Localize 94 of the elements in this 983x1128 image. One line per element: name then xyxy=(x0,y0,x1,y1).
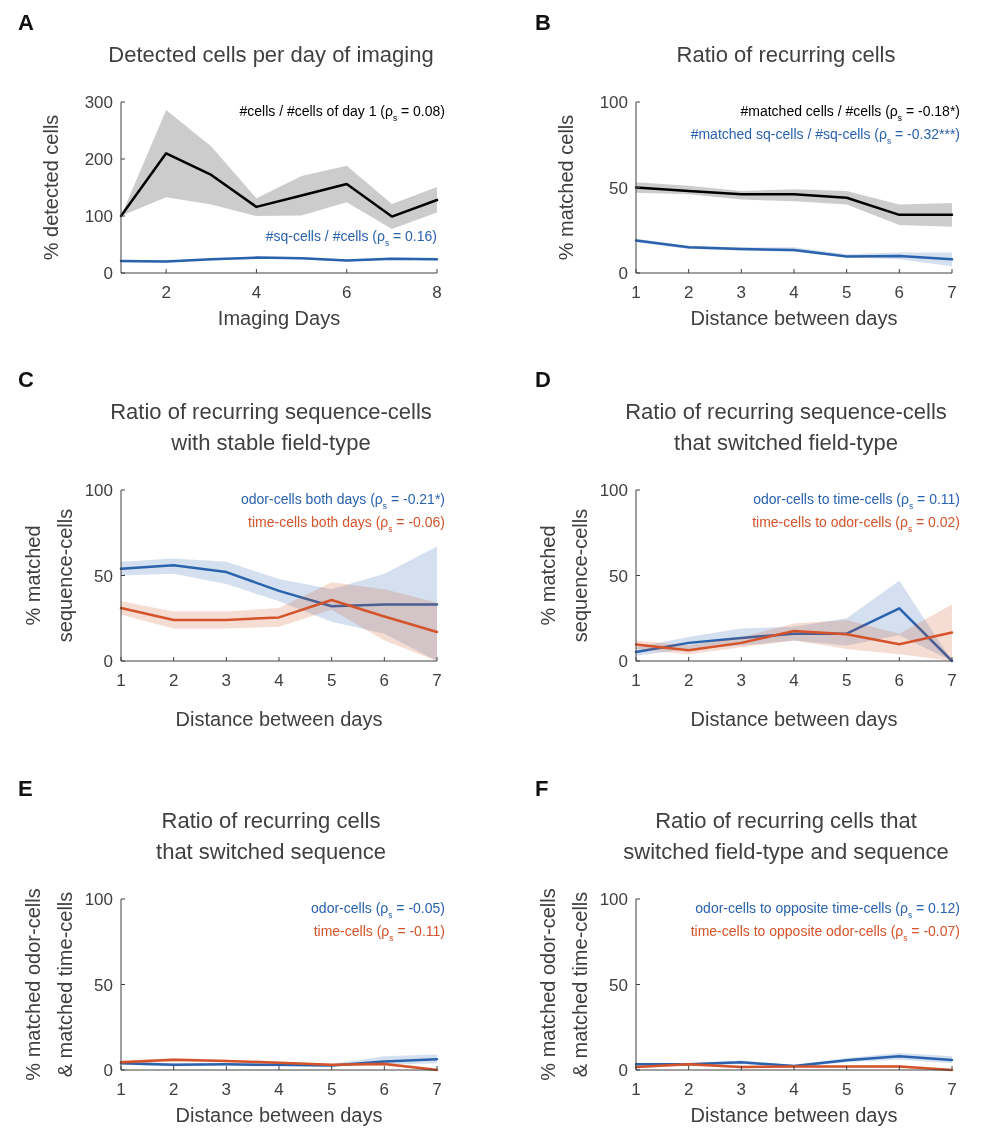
x-axis-title: Distance between days xyxy=(175,708,383,730)
text: #cells / #cells of day 1 (ρ$_{s}$ = 0.08) xyxy=(239,103,445,123)
y-tick-label: 50 xyxy=(609,178,628,198)
y-tick-label: 0 xyxy=(103,264,113,283)
x-tick-label: 4 xyxy=(274,1080,284,1099)
x-tick-label: 7 xyxy=(947,1080,957,1099)
x-tick-label: 2 xyxy=(168,671,179,690)
x-tick-label: 1 xyxy=(631,283,641,302)
y-axis-title: % matched odor-cells & matched time-cells xyxy=(22,888,76,1081)
text: C xyxy=(18,367,34,392)
x-tick-label: 6 xyxy=(894,283,905,302)
x-tick-label: 7 xyxy=(432,1080,442,1099)
chart-title: Ratio of recurring sequence-cells with stable field-type xyxy=(110,399,432,455)
text: time-cells to opposite odor-cells (ρ$_{s}$ = -0.07) xyxy=(690,923,960,943)
y-axis-title: % matched odor-cells & matched time-cells xyxy=(537,888,591,1081)
x-axis-title: Distance between days xyxy=(690,307,898,329)
text: A xyxy=(18,10,34,35)
x-tick-label: 5 xyxy=(326,671,337,690)
x-tick-label: 7 xyxy=(432,671,442,690)
y-axis-title: % matched cells xyxy=(555,114,577,261)
y-tick-label: 0 xyxy=(103,652,113,671)
y-tick-label: 300 xyxy=(84,93,113,112)
y-tick-label: 100 xyxy=(84,890,113,909)
y-tick-label: 50 xyxy=(609,975,628,995)
x-tick-label: 6 xyxy=(894,671,905,690)
x-tick-label: 2 xyxy=(683,671,694,690)
series-label: #sq-cells / #cells (ρ$_{s}$ = 0.16) xyxy=(265,228,437,249)
x-tick-label: 6 xyxy=(894,1080,905,1099)
x-tick-label: 6 xyxy=(379,1080,390,1099)
y-tick-label: 50 xyxy=(609,566,628,586)
text: D xyxy=(535,367,551,392)
x-axis-title: Distance between days xyxy=(690,708,898,730)
x-tick-label: 3 xyxy=(736,1080,747,1099)
x-tick-label: 1 xyxy=(116,671,126,690)
text: E xyxy=(18,776,33,801)
x-tick-label: 1 xyxy=(631,1080,641,1099)
y-tick-label: 100 xyxy=(84,481,113,500)
chart-title: Ratio of recurring cells xyxy=(676,42,896,67)
y-tick-label: 100 xyxy=(84,207,113,226)
x-tick-label: 4 xyxy=(789,671,799,690)
text: time-cells both days (ρ$_{s}$ = -0.06) xyxy=(248,514,445,534)
x-tick-label: 1 xyxy=(631,671,641,690)
y-tick-label: 100 xyxy=(599,93,628,112)
y-tick-label: 0 xyxy=(618,1061,628,1080)
x-tick-label: 3 xyxy=(221,671,232,690)
x-tick-label: 2 xyxy=(683,1080,694,1099)
y-axis-title: % detected cells xyxy=(40,114,62,261)
x-tick-label: 4 xyxy=(274,671,284,690)
x-tick-label: 4 xyxy=(251,283,262,302)
x-tick-label: 7 xyxy=(947,283,957,302)
x-tick-label: 3 xyxy=(736,283,747,302)
y-tick-label: 0 xyxy=(618,264,628,283)
y-axis-title: % matched sequence-cells xyxy=(22,508,76,643)
text: B xyxy=(535,10,551,35)
x-tick-label: 4 xyxy=(789,283,799,302)
x-tick-label: 2 xyxy=(161,283,171,302)
chart-title: Ratio of recurring cells that switched field-type and sequence xyxy=(623,808,949,864)
x-tick-label: 4 xyxy=(789,1080,799,1099)
text: odor-cells (ρ$_{s}$ = -0.05) xyxy=(311,900,445,920)
x-axis-title: Distance between days xyxy=(690,1104,898,1126)
text: odor-cells both days (ρ$_{s}$ = -0.21*) xyxy=(241,491,445,511)
x-tick-label: 6 xyxy=(379,671,390,690)
text: odor-cells to time-cells (ρ$_{s}$ = 0.11) xyxy=(753,491,960,511)
x-tick-label: 5 xyxy=(326,1080,337,1099)
y-tick-label: 50 xyxy=(94,566,113,586)
y-tick-label: 100 xyxy=(599,481,628,500)
y-tick-label: 0 xyxy=(618,652,628,671)
x-axis-title: Imaging Days xyxy=(217,307,341,329)
y-tick-label: 200 xyxy=(84,150,113,169)
x-tick-label: 5 xyxy=(841,1080,852,1099)
x-tick-label: 6 xyxy=(341,283,352,302)
y-tick-label: 50 xyxy=(94,975,113,995)
text: #matched sq-cells / #sq-cells (ρ$_{s}$ = -0.32***) xyxy=(690,126,960,146)
text: time-cells to odor-cells (ρ$_{s}$ = 0.02) xyxy=(752,514,960,534)
text: #matched cells / #cells (ρ$_{s}$ = -0.18*) xyxy=(740,103,960,123)
x-tick-label: 5 xyxy=(841,671,852,690)
y-axis-title: % matched sequence-cells xyxy=(537,508,591,643)
text: odor-cells to opposite time-cells (ρ$_{s}$ = 0.12) xyxy=(695,900,960,920)
x-tick-label: 1 xyxy=(116,1080,126,1099)
x-tick-label: 2 xyxy=(168,1080,179,1099)
text: time-cells (ρ$_{s}$ = -0.11) xyxy=(313,923,445,943)
text: F xyxy=(535,776,549,801)
chart-title: Ratio of recurring sequence-cells that switched field-type xyxy=(625,399,947,455)
y-tick-label: 0 xyxy=(103,1061,113,1080)
x-axis-title: Distance between days xyxy=(175,1104,383,1126)
x-tick-label: 2 xyxy=(683,283,694,302)
chart-title: Ratio of recurring cells that switched sequence xyxy=(156,808,386,864)
x-tick-label: 3 xyxy=(736,671,747,690)
x-tick-label: 5 xyxy=(841,283,852,302)
x-tick-label: 7 xyxy=(947,671,957,690)
chart-title: Detected cells per day of imaging xyxy=(108,42,434,67)
x-tick-label: 8 xyxy=(432,283,442,302)
x-tick-label: 3 xyxy=(221,1080,232,1099)
y-tick-label: 100 xyxy=(599,890,628,909)
